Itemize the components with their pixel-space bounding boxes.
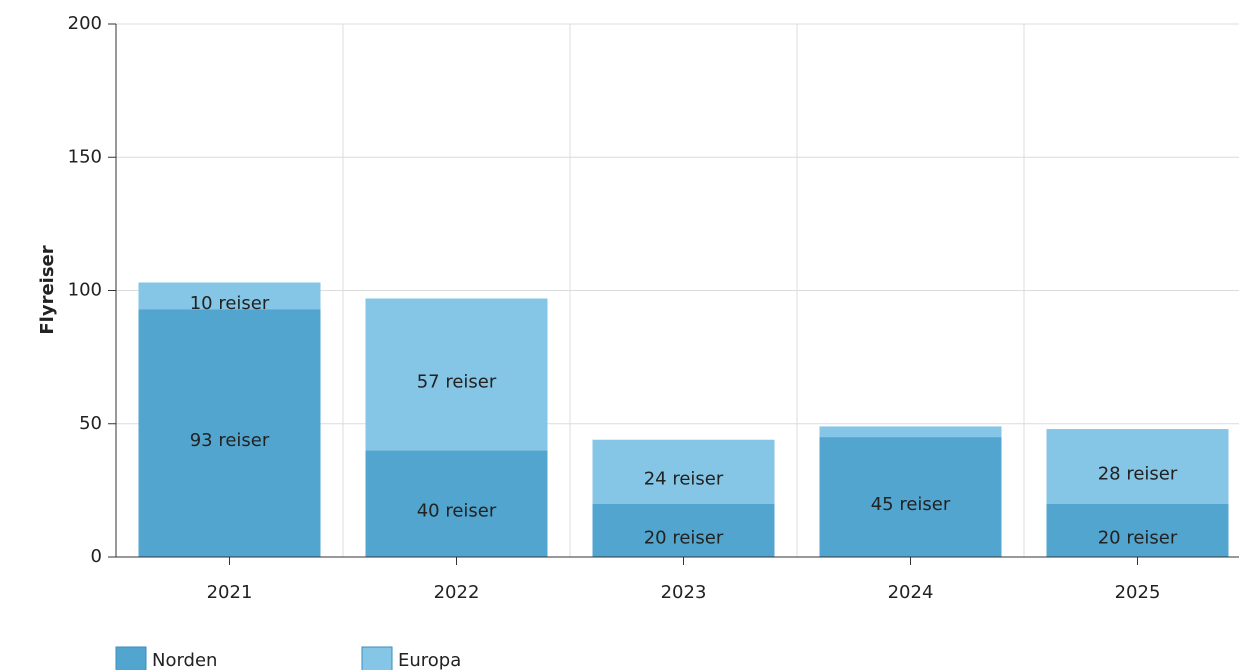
data-label: 20 reiser [644,527,724,548]
data-label: 28 reiser [1098,463,1178,484]
legend-swatch [115,646,147,670]
x-tick-label: 2025 [1115,582,1161,603]
bar-segment [138,282,321,310]
bar-segment [819,426,1002,438]
data-label: 57 reiser [417,371,497,392]
data-label: 10 reiser [190,293,270,314]
x-tick-label: 2023 [661,582,707,603]
y-tick-label: 100 [68,280,102,301]
data-label: 45 reiser [871,494,951,515]
bar-segment [365,450,548,557]
bar-segment [1046,503,1229,557]
x-tick-label: 2024 [888,582,934,603]
legend-label: Europa [398,650,461,670]
bar-segment [365,298,548,451]
bar-segment [592,503,775,557]
data-label: 24 reiser [644,469,724,490]
legend-swatch [361,646,393,670]
x-tick-label: 2021 [207,582,253,603]
y-tick-label: 200 [68,13,102,34]
legend-label: Norden [152,650,217,670]
y-tick-label: 0 [91,546,102,567]
bar-segment [138,309,321,557]
data-label: 93 reiser [190,430,270,451]
y-tick-label: 150 [68,146,102,167]
data-label: 40 reiser [417,501,497,522]
y-axis-label: Flyreiser [37,245,58,334]
bar-segment [592,439,775,504]
y-tick-label: 50 [79,413,102,434]
bar-segment [819,437,1002,557]
data-label: 20 reiser [1098,527,1178,548]
x-tick-label: 2022 [434,582,480,603]
bar-segment [1046,429,1229,504]
